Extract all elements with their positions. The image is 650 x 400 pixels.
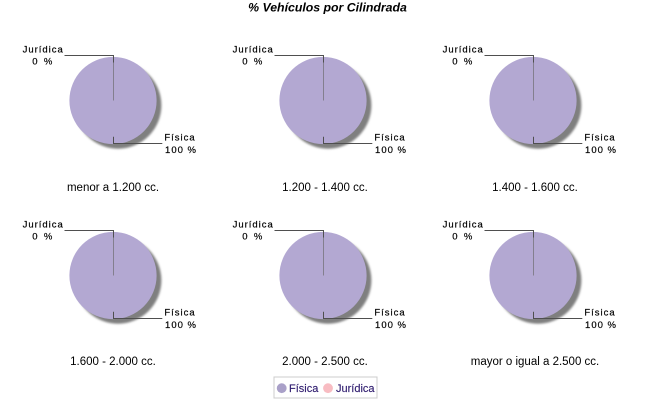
svg-text:1.400 - 1.600 cc.: 1.400 - 1.600 cc.: [492, 182, 578, 194]
svg-text:menor a 1.200 cc.: menor a 1.200 cc.: [67, 182, 159, 194]
svg-text:Jurídica: Jurídica: [336, 383, 375, 395]
svg-text:1.600 - 2.000 cc.: 1.600 - 2.000 cc.: [70, 356, 156, 368]
svg-text:mayor o igual a 2.500 cc.: mayor o igual a 2.500 cc.: [471, 356, 600, 368]
svg-text:% Vehículos por Cilindrada: % Vehículos por Cilindrada: [248, 0, 407, 14]
svg-text:1.200 - 1.400 cc.: 1.200 - 1.400 cc.: [282, 182, 368, 194]
svg-text:Física: Física: [289, 383, 319, 395]
svg-text:2.000 - 2.500 cc.: 2.000 - 2.500 cc.: [282, 356, 368, 368]
